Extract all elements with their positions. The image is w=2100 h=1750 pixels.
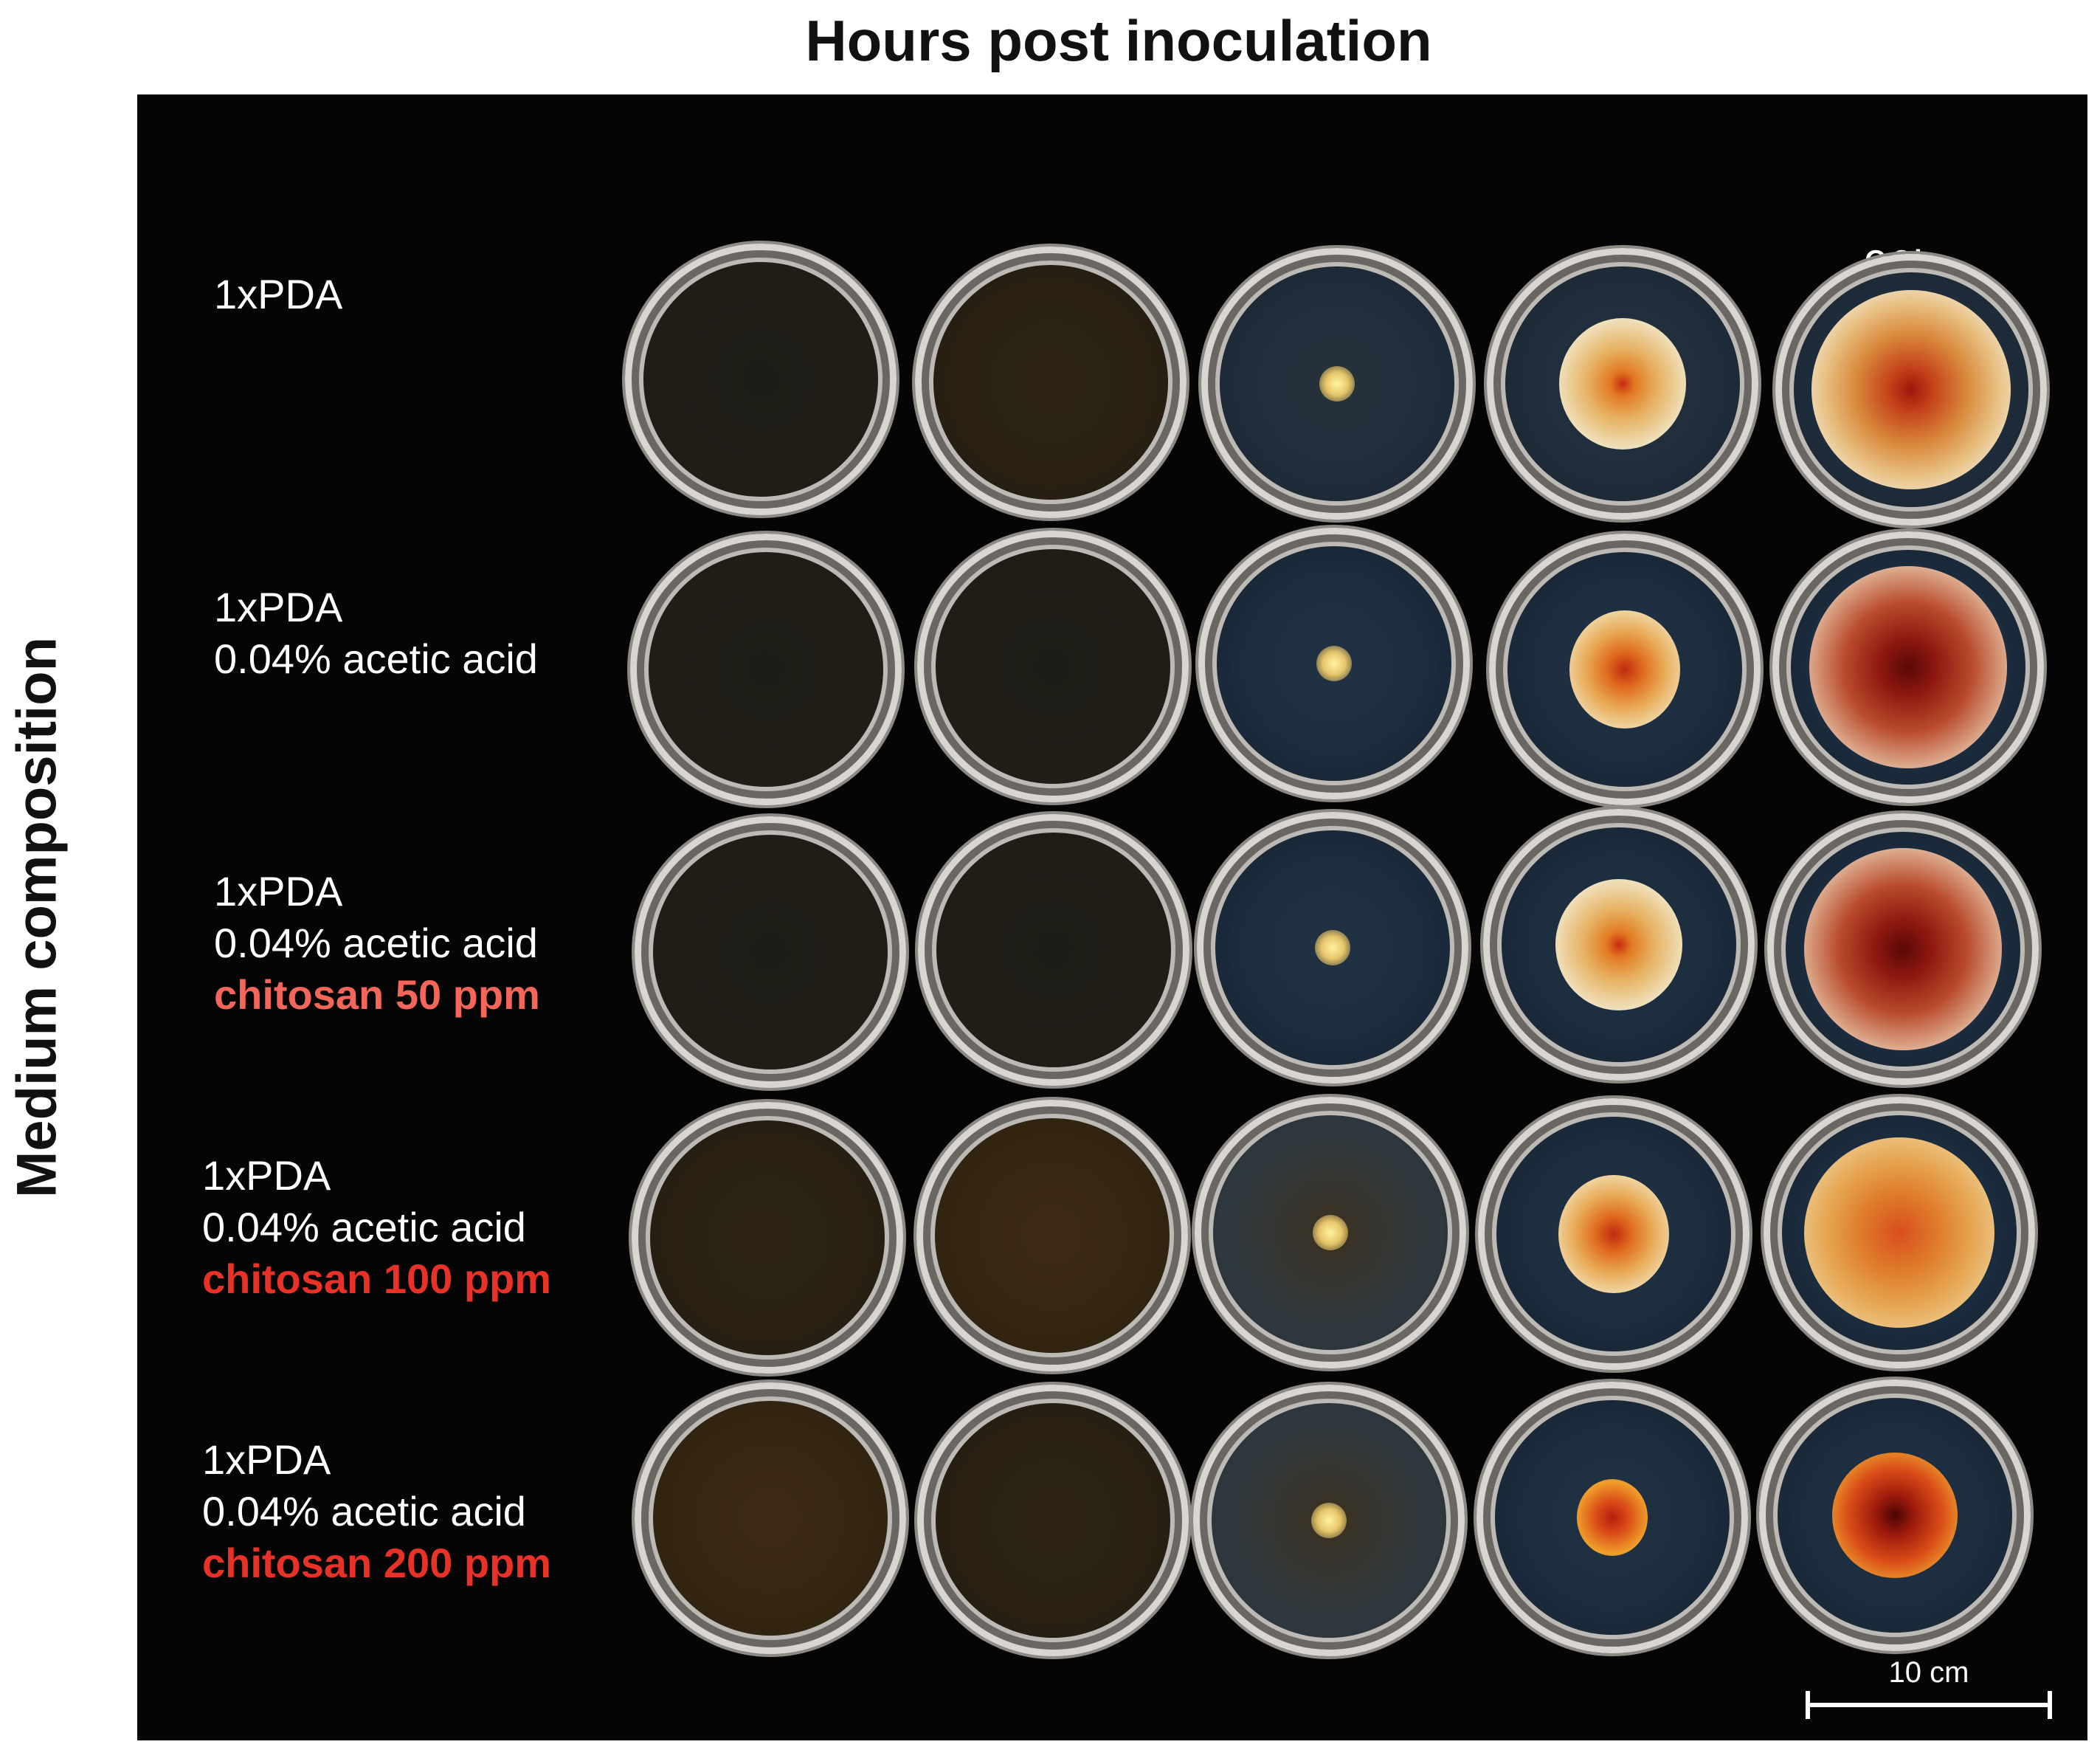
petri-dish-r1-96h <box>1775 254 2047 526</box>
row-label-4: 1xPDA 0.04% acetic acid chitosan 100 ppm <box>202 1150 551 1305</box>
petri-dish-r4-72h <box>1478 1098 1750 1370</box>
figure-title: Hours post inoculation <box>805 7 1432 73</box>
scale-bar <box>1806 1691 2052 1719</box>
petri-dish-r3-96h <box>1767 813 2039 1085</box>
row-label-line: 1xPDA <box>214 271 343 317</box>
fungal-colony <box>1558 1175 1669 1293</box>
row-label-5: 1xPDA 0.04% acetic acid chitosan 200 ppm <box>202 1434 551 1589</box>
scale-bar-label: 10 cm <box>1888 1656 1969 1689</box>
petri-dish-r5-0h <box>635 1382 906 1654</box>
petri-dish-r1-48h <box>1201 248 1473 520</box>
petri-dish-r1-24h <box>915 247 1187 518</box>
row-label-line: 0.04% acetic acid <box>214 635 538 682</box>
petri-dish-r2-72h <box>1489 534 1761 805</box>
row-label-chitosan: chitosan 50 ppm <box>214 971 540 1018</box>
scale-bar-cap-left <box>1806 1691 1810 1719</box>
fungal-colony <box>1319 366 1355 402</box>
fungal-colony <box>1809 566 2007 768</box>
y-axis-label-text: Medium composition <box>5 637 69 1198</box>
row-label-3: 1xPDA 0.04% acetic acid chitosan 50 ppm <box>214 866 540 1021</box>
petri-dish-r3-48h <box>1197 812 1468 1084</box>
scale-bar-cap-right <box>2048 1691 2052 1719</box>
row-label-2: 1xPDA 0.04% acetic acid <box>214 582 538 685</box>
petri-dish-r3-24h <box>918 814 1189 1086</box>
fungal-colony <box>1559 318 1686 449</box>
fungal-colony <box>1316 646 1352 681</box>
row-label-line: 1xPDA <box>214 868 343 914</box>
row-label-line: 1xPDA <box>214 584 343 630</box>
petri-dish-r2-96h <box>1772 531 2044 803</box>
petri-dish-r1-72h <box>1487 248 1758 520</box>
petri-dish-r3-0h <box>635 816 906 1088</box>
row-label-line: 1xPDA <box>202 1152 331 1199</box>
fungal-colony <box>1811 290 2011 489</box>
photo-panel: 0h 24h 48h 72h 96h 1xPDA 1xPDA 0.04% ace… <box>137 94 2087 1740</box>
fungal-colony <box>1315 930 1350 965</box>
petri-dish-r4-24h <box>916 1100 1188 1371</box>
row-label-line: 0.04% acetic acid <box>202 1204 526 1250</box>
fungal-colony <box>1832 1453 1958 1578</box>
petri-dish-r1-0h <box>625 244 897 515</box>
fungal-colony <box>1311 1503 1347 1538</box>
petri-dish-r2-0h <box>630 534 902 805</box>
petri-dish-r3-72h <box>1483 809 1755 1081</box>
petri-dish-r4-48h <box>1195 1097 1466 1368</box>
fungal-colony <box>1804 1137 1994 1328</box>
petri-dish-r2-24h <box>917 531 1189 802</box>
row-label-1: 1xPDA <box>214 269 342 320</box>
fungal-colony <box>1569 610 1680 728</box>
petri-dish-r2-48h <box>1198 528 1470 799</box>
row-label-chitosan: chitosan 100 ppm <box>202 1255 552 1302</box>
fungal-colony <box>1804 848 2002 1050</box>
fungal-colony <box>1313 1215 1348 1250</box>
fungal-colony <box>1555 879 1682 1010</box>
petri-dish-r5-48h <box>1193 1385 1465 1656</box>
petri-dish-r4-96h <box>1764 1097 2035 1368</box>
row-label-chitosan: chitosan 200 ppm <box>202 1540 552 1586</box>
petri-dish-r4-0h <box>632 1102 903 1374</box>
y-axis-label: Medium composition <box>0 94 74 1740</box>
petri-dish-r5-72h <box>1476 1382 1748 1653</box>
fungal-colony <box>1577 1479 1648 1556</box>
row-label-line: 1xPDA <box>202 1436 331 1483</box>
row-label-line: 0.04% acetic acid <box>202 1488 526 1534</box>
row-label-line: 0.04% acetic acid <box>214 920 538 966</box>
petri-dish-r5-24h <box>917 1385 1189 1656</box>
petri-dish-r5-96h <box>1759 1379 2031 1651</box>
